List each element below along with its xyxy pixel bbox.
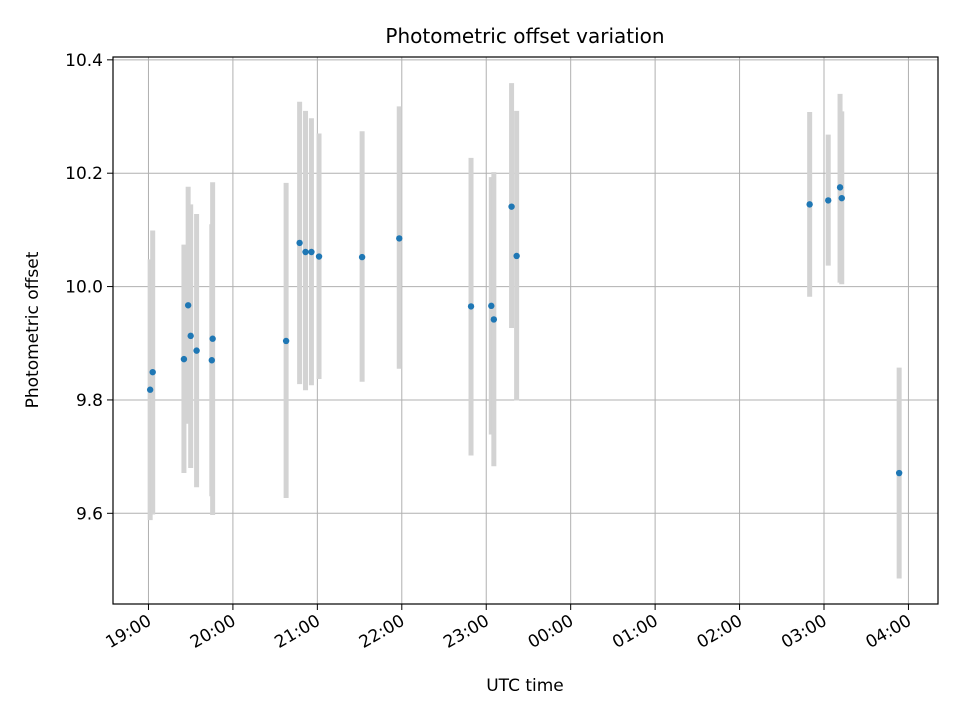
data-point xyxy=(296,239,303,247)
y-tick-label: 10.2 xyxy=(65,164,103,184)
data-point xyxy=(193,347,200,354)
data-point xyxy=(187,332,194,340)
data-point xyxy=(302,248,309,256)
y-tick-label: 9.8 xyxy=(76,391,103,411)
data-point xyxy=(308,248,315,256)
data-points xyxy=(146,184,903,477)
data-point xyxy=(146,386,154,393)
data-point xyxy=(895,469,903,477)
data-point xyxy=(209,335,216,342)
y-axis-ticks: 9.6 9.8 10.0 10.2 10.4 xyxy=(65,51,113,524)
data-point xyxy=(838,194,845,202)
data-point xyxy=(149,368,156,376)
data-point xyxy=(315,253,323,260)
x-axis-label: UTC time xyxy=(486,676,564,696)
data-point xyxy=(358,253,366,261)
data-point xyxy=(488,302,495,310)
y-axis-label: Photometric offset xyxy=(23,251,43,408)
data-point xyxy=(836,184,844,191)
data-point xyxy=(180,355,188,363)
y-tick-label: 9.6 xyxy=(76,504,103,524)
data-point xyxy=(208,357,215,364)
data-point xyxy=(467,303,475,310)
data-point xyxy=(490,316,498,323)
data-point xyxy=(508,203,515,210)
plot-area-frame xyxy=(112,56,939,605)
data-point xyxy=(513,252,520,260)
data-point xyxy=(806,201,813,208)
data-point xyxy=(282,337,290,345)
y-tick-label: 10.0 xyxy=(65,278,103,298)
data-point xyxy=(825,197,832,204)
data-point xyxy=(184,302,192,309)
chart-title: Photometric offset variation xyxy=(385,24,664,48)
y-tick-label: 10.4 xyxy=(65,51,103,71)
data-point xyxy=(396,235,403,242)
